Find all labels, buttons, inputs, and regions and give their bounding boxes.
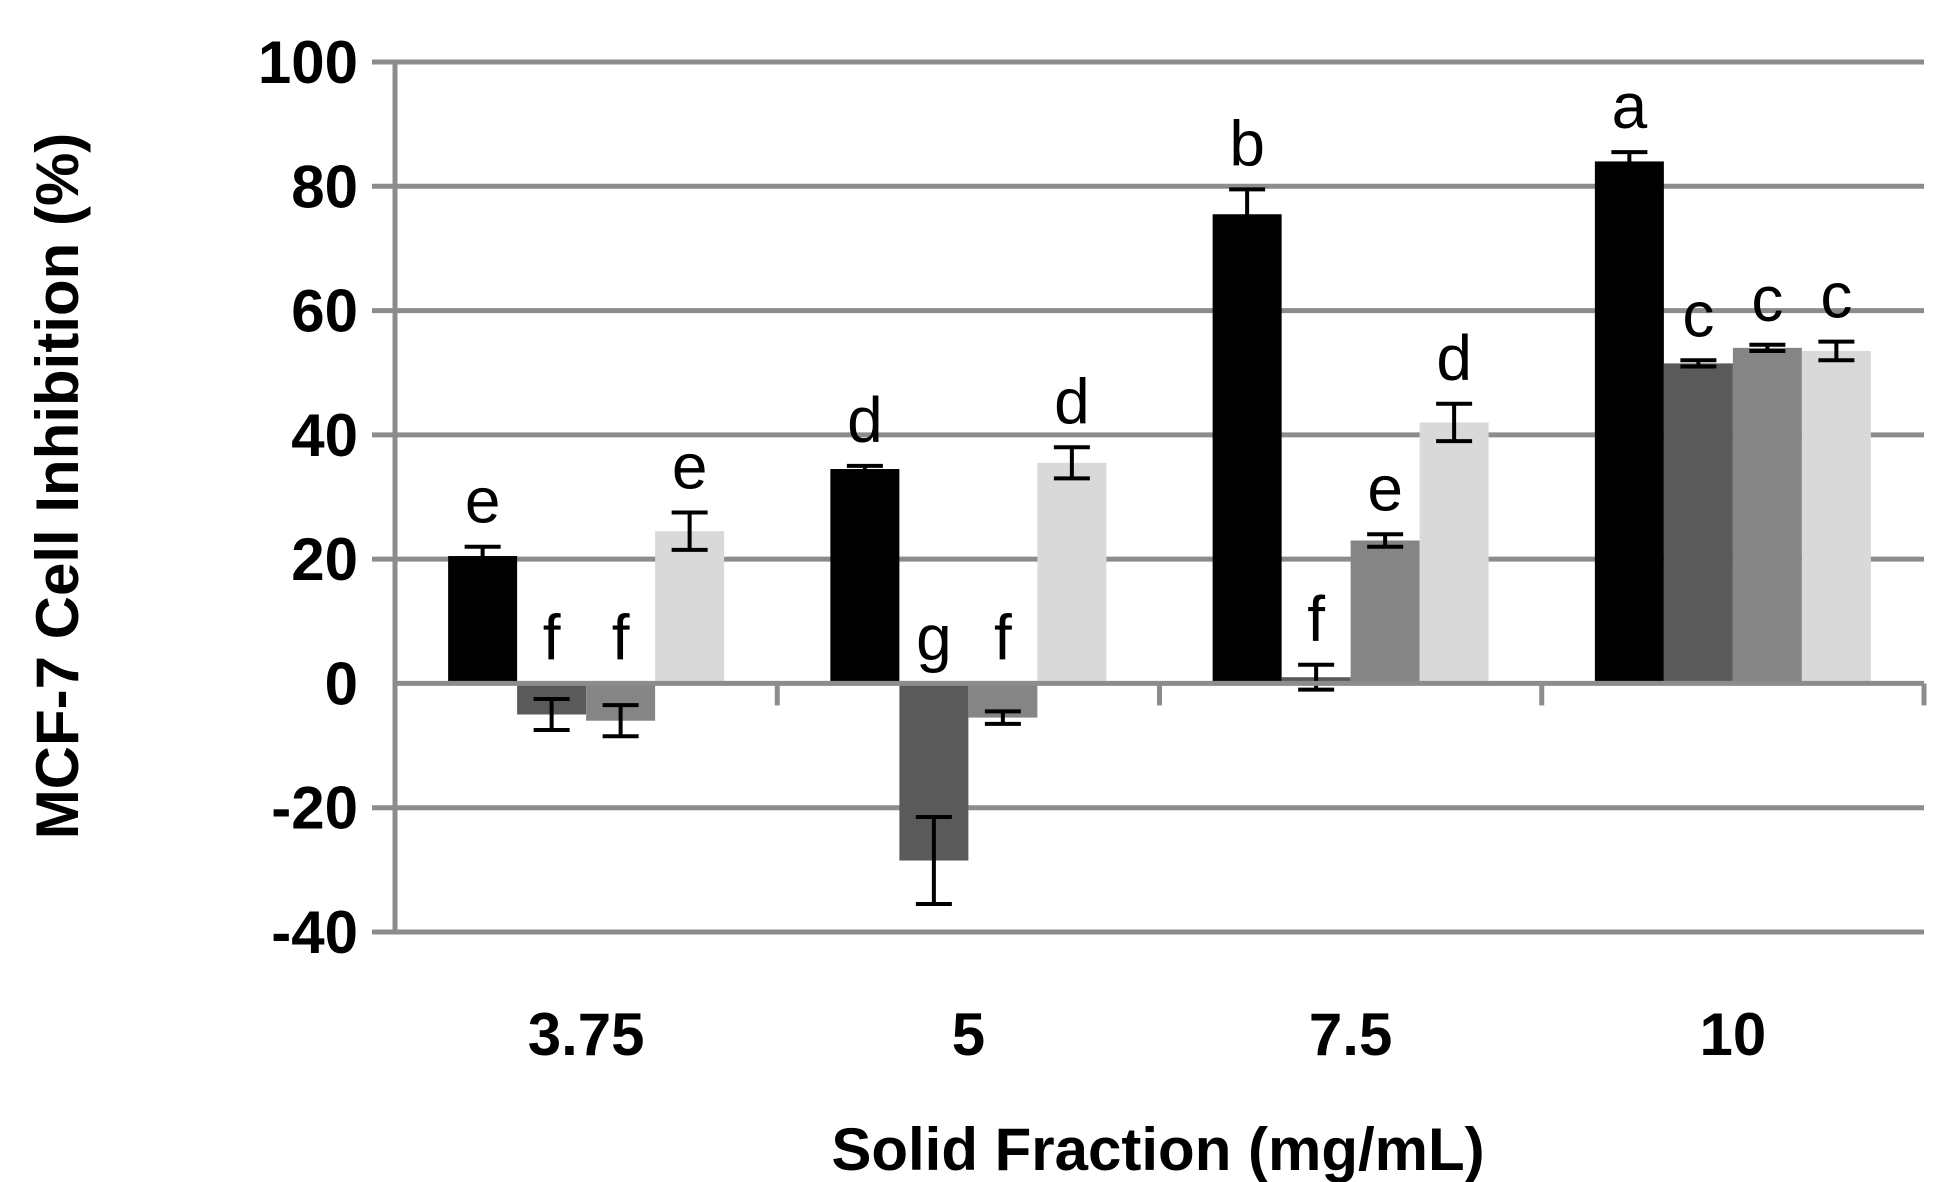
axes (392, 62, 1927, 932)
y-tick-label: 60 (291, 278, 358, 345)
significance-label: d (847, 384, 883, 456)
bar (1350, 540, 1420, 684)
bar (1594, 161, 1664, 684)
significance-label: c (1751, 263, 1783, 335)
significance-label: c (1820, 260, 1852, 332)
y-tick-label: 20 (291, 526, 358, 593)
x-tick-label: 3.75 (528, 1001, 645, 1068)
bar (655, 531, 725, 684)
significance-label: c (1682, 278, 1714, 350)
significance-label: e (1367, 452, 1403, 524)
y-tick-label: 80 (291, 153, 358, 220)
x-tick-label: 7.5 (1309, 1001, 1392, 1068)
bars (448, 161, 1871, 861)
significance-label: g (916, 601, 952, 673)
y-tick-label: 0 (325, 650, 358, 717)
significance-label: d (1436, 322, 1472, 394)
x-tick-label: 5 (952, 1001, 985, 1068)
bar (1037, 462, 1107, 684)
x-tick-label: 10 (1700, 1001, 1767, 1068)
bar (1663, 363, 1733, 684)
significance-label: b (1229, 107, 1265, 179)
y-tick-label: -20 (271, 775, 358, 842)
error-bars (464, 150, 1855, 907)
significance-label: f (1307, 583, 1325, 655)
y-tick-label: -40 (271, 899, 358, 966)
significance-label: d (1054, 365, 1090, 437)
significance-label: f (994, 601, 1012, 673)
bar (1801, 350, 1871, 684)
bar (830, 469, 900, 684)
bar (1419, 422, 1489, 684)
gridlines (372, 59, 1924, 935)
significance-label: e (672, 431, 708, 503)
y-tick-label: 40 (291, 402, 358, 469)
significance-label: f (612, 601, 630, 673)
x-axis-title: Solid Fraction (mg/mL) (831, 1116, 1484, 1182)
significance-label: f (543, 601, 561, 673)
bar (1732, 347, 1802, 684)
tick-labels: -40 -20 0 20 40 60 80 100 3.75 5 7.5 10 (258, 29, 1766, 1068)
y-axis-title: MCF-7 Cell Inhibition (%) (24, 133, 91, 840)
bar (1212, 214, 1282, 684)
significance-label: a (1612, 70, 1648, 142)
y-tick-label: 100 (258, 29, 358, 96)
bar (448, 556, 518, 684)
significance-label: e (465, 465, 501, 537)
